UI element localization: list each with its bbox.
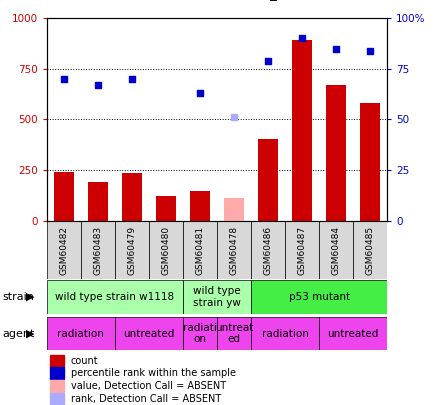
Text: radiati
on: radiati on xyxy=(183,323,217,344)
Text: strain: strain xyxy=(2,292,34,302)
Bar xyxy=(50,367,64,379)
Text: rank, Detection Call = ABSENT: rank, Detection Call = ABSENT xyxy=(71,394,221,404)
Bar xyxy=(47,221,81,279)
Text: untreated: untreated xyxy=(328,328,379,339)
Text: agent: agent xyxy=(2,328,35,339)
Point xyxy=(332,45,340,52)
Bar xyxy=(251,317,319,350)
Text: GSM60487: GSM60487 xyxy=(298,226,307,275)
Point xyxy=(60,76,67,82)
Text: value, Detection Call = ABSENT: value, Detection Call = ABSENT xyxy=(71,381,226,391)
Text: GSM60482: GSM60482 xyxy=(59,226,68,275)
Bar xyxy=(47,317,115,350)
Text: wild type
strain yw: wild type strain yw xyxy=(193,286,241,308)
Bar xyxy=(183,317,217,350)
Bar xyxy=(156,196,176,221)
Point xyxy=(94,82,101,88)
Bar xyxy=(251,221,285,279)
Text: wild type strain w1118: wild type strain w1118 xyxy=(55,292,174,302)
Bar xyxy=(319,221,353,279)
Bar xyxy=(224,198,244,221)
Text: radiation: radiation xyxy=(57,328,104,339)
Bar xyxy=(53,172,74,221)
Text: GSM60486: GSM60486 xyxy=(263,226,272,275)
Text: untreated: untreated xyxy=(123,328,174,339)
Bar xyxy=(115,221,149,279)
Bar xyxy=(183,280,251,314)
Bar xyxy=(50,392,64,405)
Text: p53 mutant: p53 mutant xyxy=(288,292,350,302)
Bar xyxy=(319,317,387,350)
Text: ▶: ▶ xyxy=(26,292,35,302)
Text: GSM60484: GSM60484 xyxy=(332,226,340,275)
Text: percentile rank within the sample: percentile rank within the sample xyxy=(71,369,235,378)
Bar xyxy=(353,221,387,279)
Bar xyxy=(50,355,64,367)
Bar xyxy=(149,221,183,279)
Bar xyxy=(121,173,142,221)
Bar xyxy=(360,103,380,221)
Text: count: count xyxy=(71,356,98,366)
Bar xyxy=(326,85,346,221)
Point xyxy=(128,76,135,82)
Bar xyxy=(81,221,115,279)
Bar xyxy=(183,221,217,279)
Point xyxy=(231,114,238,121)
Text: GSM60478: GSM60478 xyxy=(230,226,239,275)
Bar xyxy=(47,280,183,314)
Bar xyxy=(251,280,387,314)
Point xyxy=(196,90,203,96)
Bar xyxy=(88,182,108,221)
Bar xyxy=(258,139,278,221)
Text: GSM60479: GSM60479 xyxy=(127,226,136,275)
Bar xyxy=(115,317,183,350)
Text: ▶: ▶ xyxy=(26,328,35,339)
Text: radiation: radiation xyxy=(262,328,308,339)
Bar xyxy=(217,317,251,350)
Text: GSM60481: GSM60481 xyxy=(195,226,204,275)
Point xyxy=(264,58,271,64)
Bar xyxy=(50,380,64,392)
Text: GSM60480: GSM60480 xyxy=(162,226,170,275)
Bar xyxy=(292,40,312,221)
Text: GSM60483: GSM60483 xyxy=(93,226,102,275)
Text: GSM60485: GSM60485 xyxy=(366,226,375,275)
Bar xyxy=(285,221,319,279)
Text: untreat
ed: untreat ed xyxy=(215,323,253,344)
Bar xyxy=(190,191,210,221)
Point xyxy=(367,47,374,54)
Point xyxy=(299,35,306,42)
Bar xyxy=(217,221,251,279)
